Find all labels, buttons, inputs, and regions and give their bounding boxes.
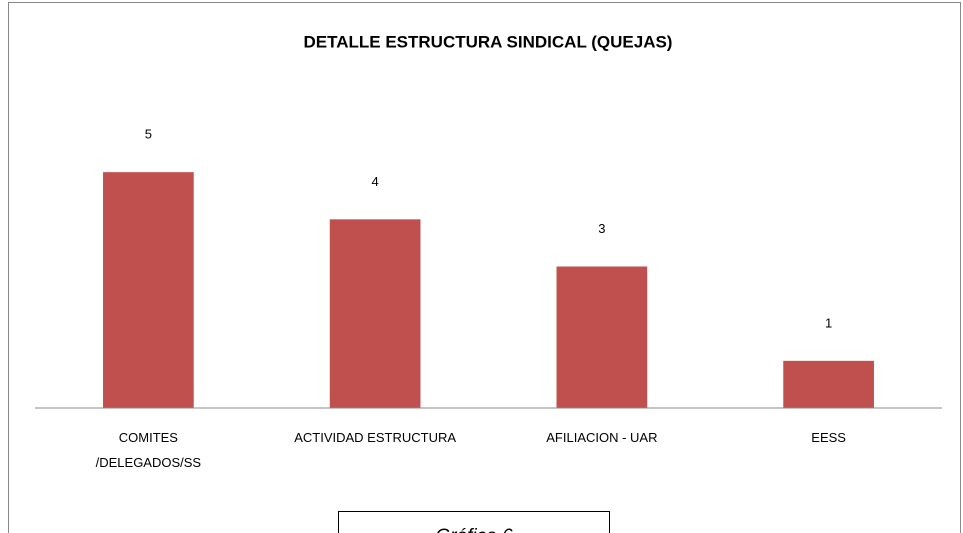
bar [103,172,194,408]
data-label: 4 [372,174,379,189]
bar [556,266,648,408]
data-label: 3 [598,221,605,236]
chart-title: DETALLE ESTRUCTURA SINDICAL (QUEJAS) [304,32,673,51]
x-tick-label: EESS [811,430,846,445]
caption: Gráfico 6 [338,511,610,533]
x-tick-label: COMITES /DELEGADOS/SS [95,430,202,470]
data-label: 1 [825,315,832,330]
bar [329,219,421,408]
bar [783,360,874,408]
x-tick-label: ACTIVIDAD ESTRUCTURA [294,430,457,445]
x-tick-label: AFILIACION - UAR [546,430,658,445]
data-label: 5 [145,127,152,142]
